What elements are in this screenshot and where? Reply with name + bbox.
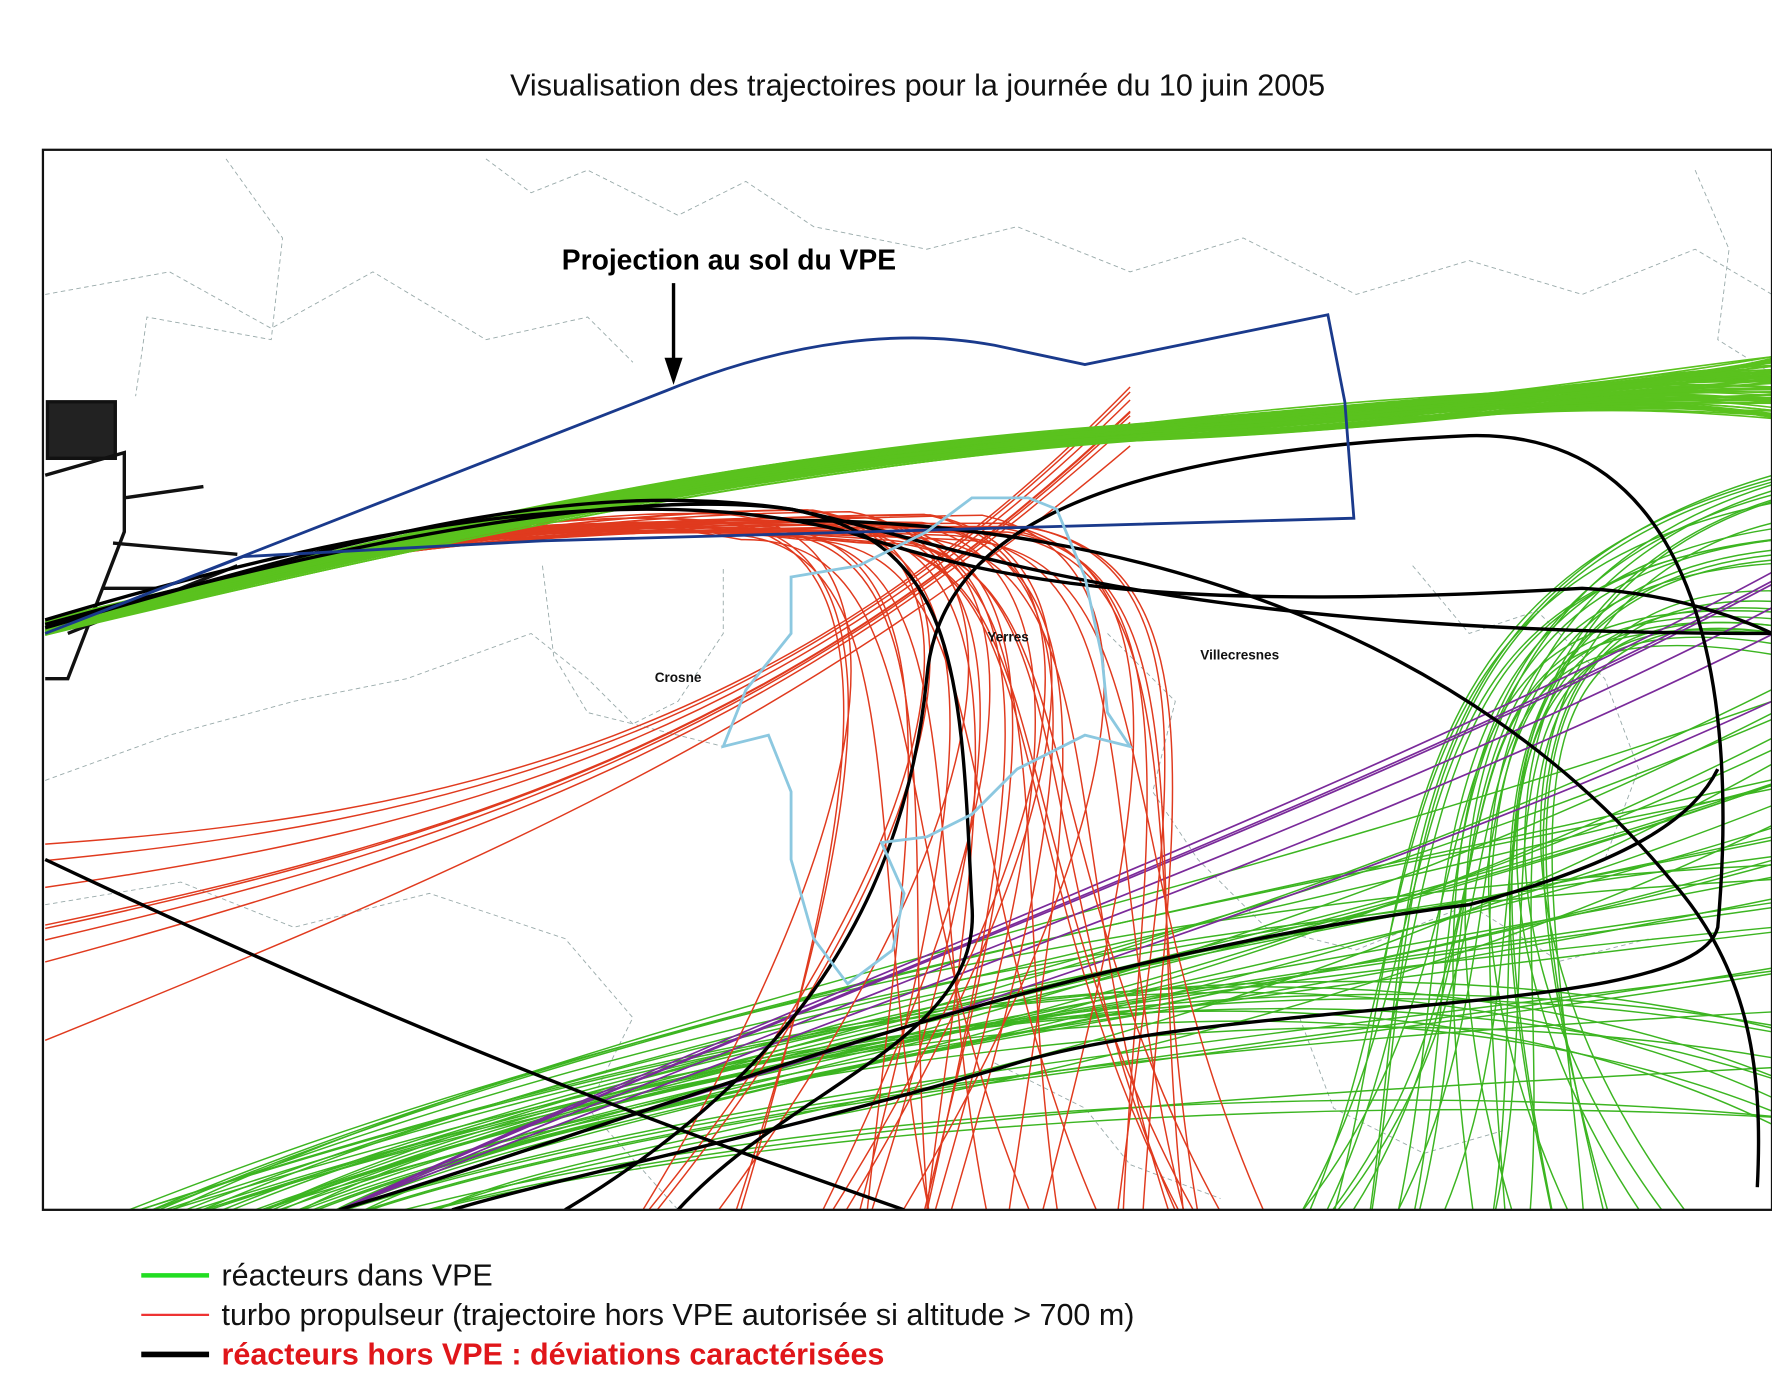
trajectory (45, 406, 1772, 633)
trajectory (45, 391, 1131, 862)
legend-entry: réacteurs hors VPE : déviations caractér… (222, 1338, 885, 1372)
border (485, 158, 1772, 295)
trajectory (45, 393, 1772, 634)
place-label: Villecresnes (1200, 647, 1279, 662)
trajectory (370, 973, 1772, 1210)
trajectory (338, 768, 1720, 1210)
place-label: Crosne (655, 670, 702, 685)
vpe-annotation: Projection au sol du VPE (562, 244, 896, 276)
trajectory (261, 1026, 1772, 1210)
yerres-border (720, 496, 1134, 986)
trajectory (44, 502, 974, 1210)
trajectory (1397, 528, 1772, 1210)
trajectory (202, 784, 1772, 1210)
trajectory (1511, 559, 1772, 1210)
trajectory (1464, 483, 1772, 1210)
border (542, 565, 724, 725)
trajectory (1524, 500, 1772, 1210)
trajectory (1371, 481, 1772, 1210)
legend-entry: turbo propulseur (trajectoire hors VPE a… (222, 1298, 1135, 1332)
runway (67, 484, 238, 636)
runway (44, 450, 127, 681)
trajectory (431, 1108, 1772, 1210)
trajectory (338, 633, 1772, 1210)
trajectory (1302, 610, 1772, 1210)
airport-runways (44, 400, 238, 681)
trajectory (45, 398, 1772, 634)
trajectory (45, 369, 1772, 628)
legend-entry: réacteurs dans VPE (222, 1259, 493, 1293)
trajectory (1337, 644, 1772, 1210)
trajectory (44, 857, 905, 1210)
trajectory (1551, 627, 1772, 1210)
trajectory (338, 580, 1772, 1210)
trajectory (45, 411, 1131, 930)
border (135, 158, 283, 397)
trajectory (139, 991, 1772, 1210)
border (994, 1062, 1221, 1199)
trajectory (45, 382, 1772, 631)
trajectory (158, 779, 1772, 1210)
trajectory (1418, 562, 1772, 1210)
trajectory (1332, 629, 1772, 1210)
trajectory (1539, 522, 1772, 1210)
trajectories (44, 355, 1772, 1210)
trajectory (366, 967, 1772, 1210)
trajectory (45, 410, 1131, 926)
trajectory (45, 517, 845, 1210)
trajectory (204, 993, 1772, 1210)
place-label: Yerres (987, 629, 1028, 644)
trajectory (1443, 636, 1772, 1210)
trajectory (300, 688, 1772, 1210)
trajectory (451, 433, 1725, 1210)
trajectory (1413, 539, 1772, 1210)
map-layers (44, 158, 1772, 1210)
trajectory (45, 390, 1772, 626)
trajectory (1516, 499, 1772, 1210)
trajectory (272, 784, 1772, 1210)
border (1299, 1017, 1504, 1154)
trajectory (436, 824, 1772, 1210)
trajectory (45, 521, 1054, 1210)
trajectory (45, 386, 1131, 845)
trajectory (1508, 554, 1772, 1210)
trajectory (45, 512, 852, 1210)
trajectory (1309, 502, 1772, 1210)
trajectory (1301, 539, 1772, 1210)
trajectory (1369, 474, 1772, 1210)
border (1694, 169, 1772, 374)
arrow-head (664, 357, 683, 385)
border (45, 271, 634, 363)
trajectory (45, 377, 1772, 623)
trajectory (45, 377, 1772, 622)
border (45, 632, 724, 781)
trajectory (312, 863, 1772, 1210)
trajectory (139, 986, 1772, 1210)
trajectory (45, 509, 931, 1210)
trajectory (45, 383, 1772, 621)
trajectory (45, 415, 1131, 941)
trajectory (343, 970, 1772, 1210)
trajectory (403, 1099, 1772, 1210)
trajectory (345, 1011, 1772, 1210)
trajectory (45, 381, 1772, 634)
trajectory (1326, 538, 1772, 1210)
terminal (45, 400, 117, 461)
trajectory (1488, 549, 1772, 1210)
trajectory (45, 394, 1772, 624)
trajectory (1542, 590, 1772, 1210)
trajectory (45, 409, 1772, 634)
trajectory (340, 749, 1772, 1210)
trajectory (1488, 490, 1772, 1210)
trajectory (45, 421, 1131, 963)
trajectory (338, 607, 1772, 1210)
trajectory (340, 804, 1772, 1210)
trajectory (791, 518, 1761, 1188)
title: Visualisation des trajectoires pour la j… (510, 69, 1325, 103)
vpe-projection (44, 313, 1356, 635)
map-frame (41, 148, 1772, 1211)
